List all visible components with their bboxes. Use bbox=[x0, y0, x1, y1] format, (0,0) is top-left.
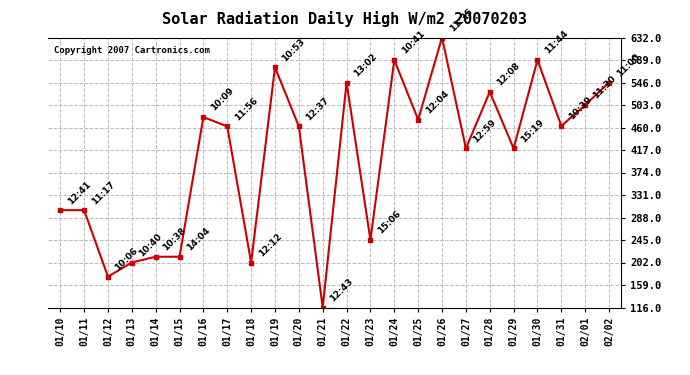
Text: 15:06: 15:06 bbox=[376, 209, 402, 236]
Text: Copyright 2007 Cartronics.com: Copyright 2007 Cartronics.com bbox=[54, 46, 210, 55]
Text: 10:39: 10:39 bbox=[567, 95, 593, 122]
Text: 12:43: 12:43 bbox=[328, 277, 355, 303]
Text: 10:53: 10:53 bbox=[281, 37, 307, 63]
Text: 12:37: 12:37 bbox=[304, 96, 331, 122]
Text: 12:12: 12:12 bbox=[257, 232, 284, 258]
Text: 11:17: 11:17 bbox=[90, 179, 117, 206]
Text: 13:02: 13:02 bbox=[352, 52, 379, 78]
Text: 12:04: 12:04 bbox=[424, 89, 451, 116]
Text: 12:41: 12:41 bbox=[66, 179, 92, 206]
Text: 10:06: 10:06 bbox=[114, 246, 140, 273]
Text: 12:59: 12:59 bbox=[471, 118, 498, 144]
Text: 11:56: 11:56 bbox=[233, 96, 259, 122]
Text: 10:40: 10:40 bbox=[137, 232, 164, 258]
Text: 14:04: 14:04 bbox=[185, 226, 212, 253]
Text: Solar Radiation Daily High W/m2 20070203: Solar Radiation Daily High W/m2 20070203 bbox=[163, 11, 527, 27]
Text: 11:00: 11:00 bbox=[615, 52, 641, 78]
Text: 11:30: 11:30 bbox=[591, 74, 618, 101]
Text: 15:19: 15:19 bbox=[519, 118, 546, 144]
Text: 12:08: 12:08 bbox=[495, 61, 522, 88]
Text: 10:41: 10:41 bbox=[400, 29, 426, 56]
Text: 11:35: 11:35 bbox=[448, 7, 474, 33]
Text: 10:38: 10:38 bbox=[161, 226, 188, 253]
Text: 11:44: 11:44 bbox=[543, 29, 570, 56]
Text: 10:09: 10:09 bbox=[209, 86, 235, 113]
